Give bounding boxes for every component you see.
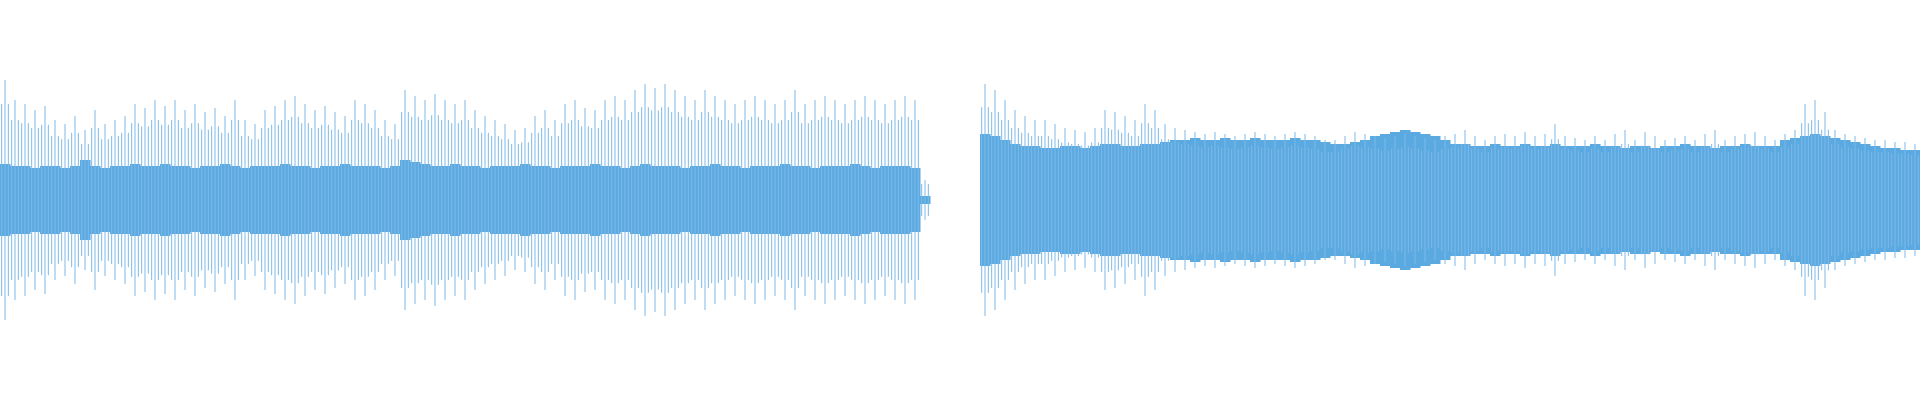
page: (() => { const data = JSON.parse(documen…: [0, 80, 1920, 320]
waveform: [0, 80, 1920, 320]
